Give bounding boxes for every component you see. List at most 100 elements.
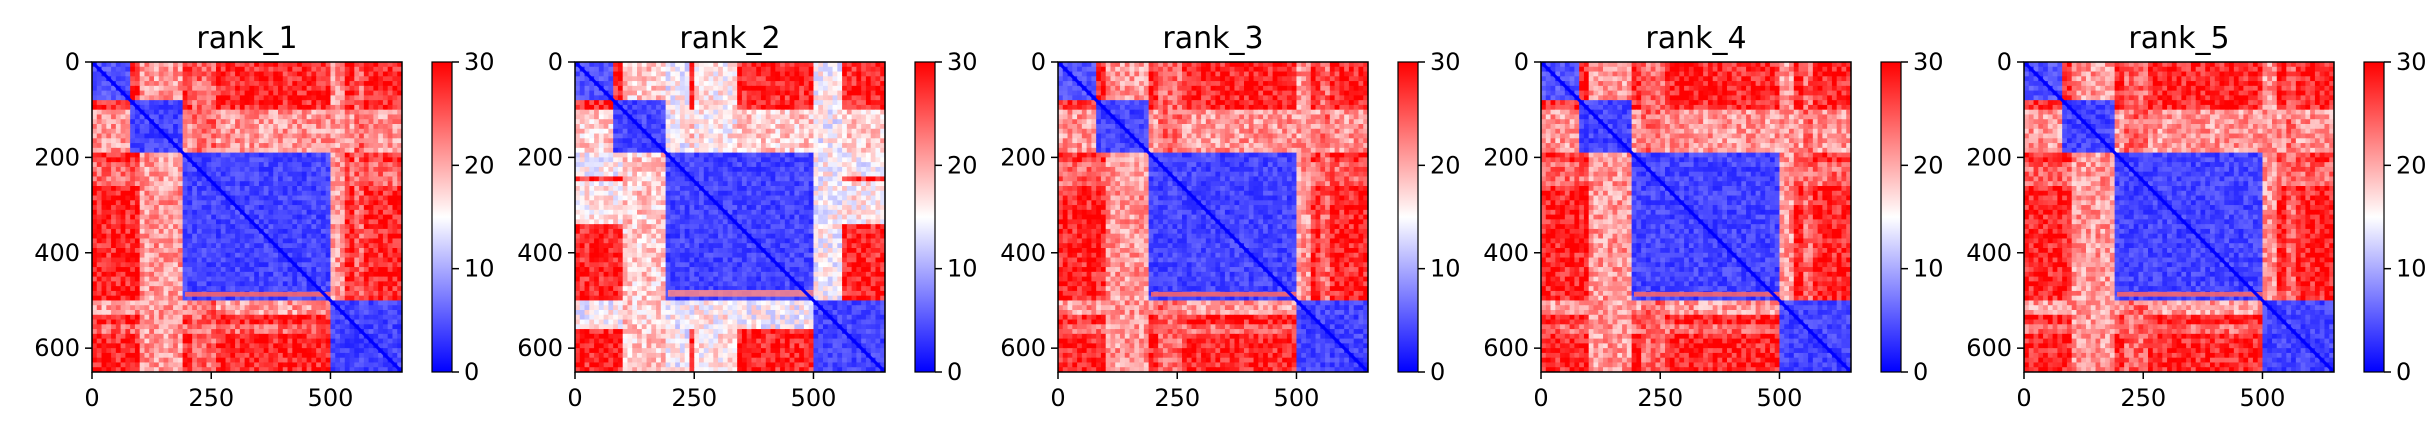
heatmap-cell (173, 224, 179, 230)
heatmap-cell (249, 257, 255, 263)
heatmap-cell (382, 62, 389, 68)
heatmap-cell (139, 329, 146, 335)
heatmap-cell (392, 233, 398, 240)
heatmap-cell (282, 181, 289, 187)
heatmap-cell (373, 352, 379, 359)
heatmap-cell (330, 319, 336, 325)
heatmap-cell (637, 104, 643, 111)
heatmap-cell (368, 62, 374, 68)
heatmap-cell (254, 85, 260, 92)
heatmap-cell (344, 138, 351, 144)
heatmap-cell (144, 233, 150, 240)
heatmap-cell (382, 138, 389, 144)
heatmap-cell (349, 114, 355, 120)
heatmap-cell (330, 100, 336, 106)
heatmap-cell (808, 85, 815, 92)
heatmap-cell (101, 147, 107, 154)
heatmap-cell (149, 190, 155, 197)
heatmap-cell (125, 305, 131, 311)
heatmap-cell (216, 219, 222, 225)
heatmap-cell (823, 85, 829, 92)
heatmap-cell (340, 181, 346, 187)
heatmap-cell (287, 114, 293, 120)
heatmap-cell (699, 109, 705, 116)
heatmap-cell (320, 195, 327, 201)
heatmap-cell (263, 90, 270, 96)
heatmap-cell (115, 147, 122, 154)
heatmap-cell (368, 343, 374, 349)
heatmap-cell (225, 152, 231, 158)
heatmap-cell (330, 162, 336, 168)
heatmap-cell (263, 267, 270, 273)
heatmap-cell (292, 143, 298, 149)
heatmap-cell (837, 62, 843, 68)
heatmap-cell (335, 100, 341, 106)
heatmap-cell (182, 95, 188, 101)
heatmap-cell (363, 190, 370, 197)
heatmap-cell (287, 343, 293, 349)
heatmap-cell (216, 362, 222, 368)
heatmap-cell (330, 333, 336, 340)
heatmap-cell (173, 362, 179, 368)
heatmap-cell (92, 362, 98, 368)
heatmap-cell (368, 238, 374, 244)
heatmap-cell (130, 310, 136, 316)
heatmap-cell (149, 62, 155, 68)
heatmap-cell (387, 76, 394, 82)
heatmap-cell (392, 262, 398, 268)
heatmap-cell (301, 152, 308, 158)
heatmap-cell (287, 133, 293, 139)
heatmap-cell (211, 224, 217, 230)
heatmap-cell (225, 295, 231, 302)
heatmap-cell (641, 114, 648, 120)
heatmap-cell (325, 166, 332, 173)
heatmap-cell (144, 352, 150, 359)
heatmap-cell (325, 348, 332, 354)
heatmap-cell (325, 133, 332, 139)
heatmap-cell (392, 314, 398, 321)
heatmap-cell (382, 362, 389, 368)
heatmap-cell (168, 95, 174, 101)
heatmap-cell (344, 224, 351, 230)
heatmap-cell (258, 257, 265, 263)
heatmap-cell (344, 205, 351, 211)
heatmap-cell (106, 166, 112, 173)
heatmap-cell (382, 338, 389, 344)
heatmap-cell (349, 267, 355, 273)
heatmap-cell (665, 76, 671, 82)
heatmap-cell (106, 348, 112, 354)
heatmap-cell (220, 310, 227, 316)
heatmap-cell (149, 114, 155, 120)
heatmap-cell (278, 252, 284, 259)
heatmap-cell (301, 109, 308, 116)
heatmap-cell (306, 71, 312, 77)
heatmap-cell (96, 138, 103, 144)
heatmap-cell (125, 171, 131, 178)
heatmap-cell (111, 314, 117, 321)
heatmap-cell (225, 257, 231, 263)
heatmap-cell (111, 214, 117, 220)
heatmap-cell (201, 138, 208, 144)
heatmap-cell (656, 76, 662, 82)
heatmap-cell (368, 333, 374, 340)
heatmap-cell (239, 128, 246, 135)
heatmap-cell (727, 104, 733, 111)
heatmap-cell (292, 362, 298, 368)
heatmap-cell (249, 214, 255, 220)
heatmap-cell (235, 324, 241, 330)
heatmap-cell (382, 295, 389, 302)
heatmap-cell (230, 295, 236, 302)
heatmap-cell (282, 157, 289, 163)
heatmap-cell (608, 114, 614, 120)
heatmap-cell (220, 171, 227, 178)
heatmap-cell (177, 300, 184, 306)
heatmap-cell (344, 166, 351, 173)
heatmap-cell (632, 81, 638, 87)
heatmap-cell (297, 200, 303, 206)
heatmap-cell (359, 90, 365, 96)
heatmap-cell (382, 85, 389, 92)
heatmap-cell (325, 209, 332, 216)
heatmap-cell (173, 128, 179, 135)
heatmap-cell (637, 100, 643, 106)
heatmap-cell (287, 190, 293, 197)
